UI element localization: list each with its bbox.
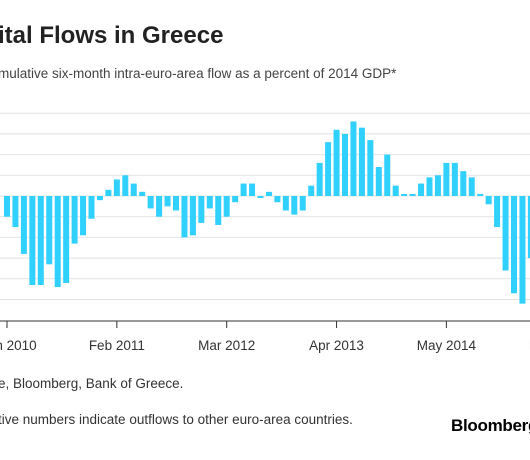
bar bbox=[4, 196, 10, 217]
bar bbox=[426, 177, 433, 196]
bar bbox=[12, 196, 19, 228]
bar bbox=[257, 196, 264, 199]
bar bbox=[29, 196, 36, 286]
x-ticks: n 2010 Feb 2011 Mar 2012 Apr 2013 May 2014 Ma… bbox=[0, 321, 530, 353]
bar bbox=[249, 183, 256, 196]
bar bbox=[350, 121, 357, 196]
bar bbox=[206, 196, 213, 209]
x-tick-label: Feb 2011 bbox=[89, 338, 145, 353]
bar bbox=[156, 196, 163, 217]
bar bbox=[358, 127, 365, 196]
x-tick-label: May 2014 bbox=[417, 338, 477, 353]
bar bbox=[434, 175, 441, 196]
x-tick-label: Apr 2013 bbox=[309, 338, 364, 353]
bar bbox=[63, 196, 70, 283]
bar bbox=[342, 133, 348, 196]
bar bbox=[325, 142, 332, 196]
x-tick-label: Mar 2012 bbox=[198, 338, 255, 353]
bar bbox=[274, 196, 281, 203]
bar bbox=[367, 140, 374, 196]
bar bbox=[392, 185, 399, 196]
bar-series bbox=[4, 121, 530, 304]
bar bbox=[299, 196, 306, 211]
bar bbox=[511, 196, 517, 294]
bar bbox=[468, 177, 475, 196]
bar bbox=[409, 193, 416, 196]
bar bbox=[173, 196, 179, 211]
bar bbox=[181, 196, 188, 238]
bar bbox=[105, 189, 112, 196]
bar bbox=[308, 185, 315, 196]
bar bbox=[20, 196, 27, 254]
bar bbox=[494, 196, 501, 228]
bar bbox=[485, 196, 492, 205]
bar bbox=[54, 196, 61, 288]
bar bbox=[223, 196, 230, 217]
bar bbox=[147, 196, 154, 209]
bar bbox=[460, 171, 467, 196]
bar bbox=[375, 167, 382, 196]
bar bbox=[384, 154, 391, 196]
bar bbox=[443, 162, 450, 196]
bar bbox=[451, 162, 458, 196]
bar bbox=[96, 196, 103, 201]
chart-subtitle: mulative six-month intra-euro-area flow … bbox=[0, 66, 397, 81]
bar bbox=[527, 196, 530, 259]
bar bbox=[215, 196, 222, 225]
bar bbox=[502, 196, 509, 271]
bar bbox=[130, 183, 137, 196]
footnote: tive numbers indicate outflows to other … bbox=[0, 412, 353, 427]
chart-title: ital Flows in Greece bbox=[0, 22, 224, 49]
bar bbox=[333, 129, 340, 196]
source-note: e, Bloomberg, Bank of Greece. bbox=[0, 376, 184, 391]
x-tick-label: n 2010 bbox=[0, 338, 37, 353]
bar bbox=[291, 196, 298, 215]
bar bbox=[46, 196, 53, 265]
bar bbox=[240, 183, 247, 196]
bar bbox=[519, 196, 526, 304]
bar bbox=[401, 193, 408, 196]
bar bbox=[418, 183, 425, 196]
bar-chart: n 2010 Feb 2011 Mar 2012 Apr 2013 May 2014 Ma… bbox=[0, 112, 530, 353]
bar bbox=[71, 196, 78, 244]
bar bbox=[80, 196, 87, 236]
bar bbox=[164, 196, 171, 207]
bar bbox=[316, 162, 323, 196]
bar bbox=[122, 175, 129, 196]
bar bbox=[139, 191, 146, 196]
bar bbox=[477, 193, 484, 196]
bar bbox=[282, 196, 289, 211]
bar bbox=[198, 196, 205, 223]
bar bbox=[189, 196, 196, 236]
gridlines bbox=[0, 112, 530, 300]
bar bbox=[265, 191, 272, 196]
bar bbox=[113, 179, 120, 196]
bar bbox=[232, 196, 239, 203]
bloomberg-logo: Bloomberg bbox=[451, 416, 530, 435]
bar bbox=[88, 196, 95, 219]
x-tick-label: Mar bbox=[529, 338, 530, 353]
bar bbox=[37, 196, 44, 286]
